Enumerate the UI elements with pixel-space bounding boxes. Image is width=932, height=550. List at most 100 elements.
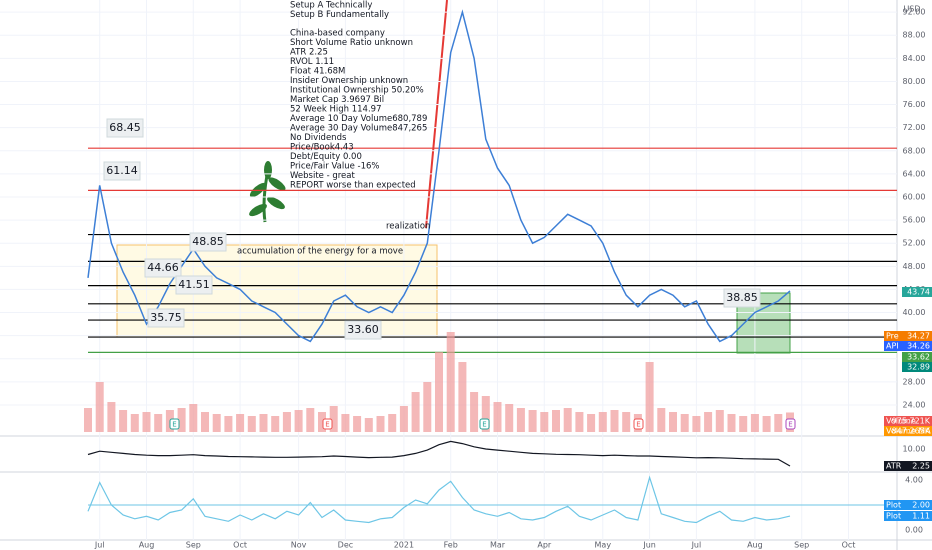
volume-bar	[177, 408, 186, 432]
volume-bar	[189, 404, 198, 432]
tag-name: Volume	[886, 417, 916, 426]
volume-bar	[224, 416, 233, 432]
volume-bar	[411, 392, 420, 432]
tag-value: 43.74	[907, 288, 930, 297]
volume-bar	[715, 410, 724, 432]
volume-bar	[212, 414, 221, 432]
currency: USD	[903, 5, 920, 14]
volume-bar	[762, 416, 771, 432]
callout-label: 33.60	[347, 323, 379, 336]
y-tick-label: 56.00	[903, 216, 926, 225]
volume-bar	[552, 410, 560, 432]
y-tick-label: 40.00	[903, 308, 926, 317]
x-tick-label: 2021	[394, 541, 414, 550]
volume-bar	[119, 410, 128, 432]
price-tag	[884, 461, 932, 471]
volume-bar	[774, 414, 783, 432]
y-tick-label: 72.00	[903, 123, 926, 132]
x-tick-label: Aug	[139, 541, 155, 550]
x-tick-label: Aug	[747, 541, 763, 550]
y-tick-label: 28.00	[903, 377, 926, 386]
volume-bar	[318, 412, 326, 432]
tag-value: 34.26	[907, 342, 930, 351]
callout-box	[175, 275, 213, 295]
volume-bar	[399, 406, 408, 432]
earnings-label: E	[636, 421, 640, 429]
note-line: RVOL 1.11	[290, 57, 334, 67]
y-tick-label: 88.00	[903, 31, 926, 40]
volume-bar	[306, 408, 315, 432]
price-tag	[902, 287, 932, 297]
note-line: Institutional Ownership 50.20%	[290, 86, 424, 96]
leaf-icon	[249, 161, 286, 223]
note-line: Short Volume Ratio unknown	[290, 38, 413, 48]
volume-bar	[423, 382, 432, 432]
y-tick-label: 10.00	[903, 445, 926, 454]
x-tick-label: Jul	[94, 541, 105, 550]
note-line: No Dividends	[290, 133, 347, 143]
x-tick-label: Sep	[186, 541, 201, 550]
tag-value: 847.265K	[892, 427, 931, 436]
volume-bar	[645, 362, 654, 432]
y-tick-label: 80.00	[903, 77, 926, 86]
volume-bar	[84, 408, 92, 432]
tag-value: 1.11	[912, 512, 930, 521]
callout-label: 68.45	[109, 121, 141, 134]
note-line: Debt/Equity 0.00	[290, 152, 362, 162]
volume-bar	[610, 410, 619, 432]
tag-value: 34.27	[907, 332, 930, 341]
volume-bar	[669, 412, 677, 432]
volume-bar	[259, 414, 268, 432]
volume-bar	[388, 414, 397, 432]
note-line: Insider Ownership unknown	[290, 76, 408, 86]
volume-bar	[341, 414, 350, 432]
x-tick-label: Oct	[233, 541, 247, 550]
earnings-label: E	[482, 421, 486, 429]
series-line	[87, 475, 791, 524]
earnings-marker	[322, 418, 333, 430]
x-tick-label: Sep	[794, 541, 809, 550]
callout-label: 44.66	[147, 261, 179, 274]
volume-bar	[622, 412, 631, 432]
volume-bar	[575, 412, 584, 432]
callout-label: 48.85	[192, 235, 224, 248]
volume-bar	[271, 416, 280, 432]
volume-bar	[528, 410, 537, 432]
price-tag	[884, 426, 932, 436]
earnings-label: E	[325, 421, 329, 429]
series-line	[87, 440, 791, 467]
note-line: Price/Book4.43	[290, 143, 354, 153]
note-line: ATR 2.25	[290, 48, 328, 58]
volume-bar	[657, 408, 666, 432]
volume-bar	[680, 414, 689, 432]
earnings-marker	[785, 418, 796, 430]
y-tick-label: 52.00	[903, 239, 926, 248]
volume-bar	[458, 362, 467, 432]
volume-bar	[236, 414, 245, 432]
x-tick-label: Dec	[338, 541, 353, 550]
volume-bar	[364, 418, 373, 432]
x-tick-label: Apr	[537, 541, 552, 550]
y-tick-label: 76.00	[903, 100, 926, 109]
tag-value: 2.00	[912, 501, 930, 510]
volume-bar	[329, 406, 338, 432]
volume-bar	[704, 412, 713, 432]
volume-bar	[598, 412, 607, 432]
tag-name: Plot	[886, 501, 901, 510]
y-tick-label: 0.00	[905, 526, 923, 535]
volume-bar	[505, 404, 514, 432]
callout-box	[723, 288, 761, 308]
callout-label: 61.14	[106, 164, 138, 177]
callout-box	[144, 258, 182, 278]
x-tick-label: May	[595, 541, 612, 550]
x-tick-label: Oct	[842, 541, 856, 550]
note-line: REPORT worse than expected	[290, 181, 416, 191]
note-line: Average 10 Day Volume680,789	[290, 114, 427, 124]
earnings-marker	[169, 418, 180, 430]
volume-bar	[107, 402, 116, 432]
y-tick-label: 84.00	[903, 54, 926, 63]
tag-name: ATR	[886, 462, 902, 471]
callout-label: 35.75	[150, 311, 182, 324]
tag-name: API	[886, 342, 899, 351]
callout-label: 41.51	[178, 278, 210, 291]
